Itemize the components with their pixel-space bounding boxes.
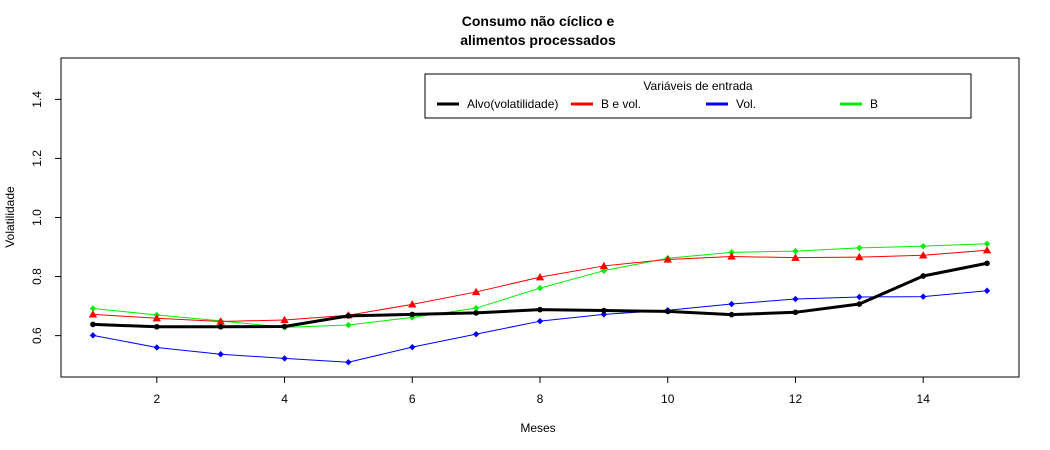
data-point — [920, 242, 927, 250]
data-point — [856, 244, 863, 252]
data-point — [345, 321, 352, 329]
y-axis: 0.6 0.8 1.0 1.2 1.4 — [30, 91, 61, 344]
data-point — [727, 252, 736, 260]
data-point — [152, 314, 161, 322]
legend-label: B e vol. — [601, 97, 641, 111]
data-point — [345, 313, 352, 319]
series-0 — [90, 260, 990, 330]
data-point — [792, 247, 799, 255]
x-tick-label: 8 — [537, 392, 544, 406]
legend-label: B — [870, 97, 878, 111]
x-tick-label: 14 — [917, 392, 931, 406]
data-point — [792, 295, 799, 303]
y-tick-label: 0.6 — [30, 327, 44, 344]
chart-title-line1: Consumo não cíclico e — [462, 13, 615, 29]
data-point — [792, 309, 799, 316]
data-point — [728, 311, 735, 318]
legend-title: Variáveis de entrada — [643, 79, 753, 93]
data-point — [473, 310, 479, 316]
data-point — [536, 317, 544, 325]
data-point — [409, 343, 416, 351]
x-tick-label: 10 — [661, 392, 675, 406]
legend-label: Vol. — [736, 97, 756, 111]
y-tick-label: 1.2 — [30, 150, 44, 167]
x-tick-label: 6 — [409, 392, 416, 406]
data-point — [982, 246, 992, 254]
data-point — [791, 253, 800, 261]
data-point — [537, 306, 543, 313]
data-point — [90, 321, 96, 328]
data-point — [535, 272, 545, 281]
x-axis-label: Meses — [520, 421, 555, 435]
data-point — [536, 284, 544, 292]
legend: Variáveis de entrada Alvo(volatilidade) B… — [424, 73, 972, 119]
data-point — [153, 344, 160, 351]
data-point — [281, 355, 288, 362]
data-point — [920, 293, 927, 300]
data-point — [984, 260, 990, 267]
data-point — [920, 273, 926, 279]
data-point — [345, 359, 352, 366]
data-point — [856, 301, 863, 307]
data-point — [855, 252, 864, 261]
data-point — [472, 330, 480, 338]
data-point — [89, 305, 97, 312]
data-point — [408, 300, 417, 308]
data-point — [89, 332, 97, 339]
data-point — [663, 255, 672, 263]
data-point — [154, 323, 160, 330]
data-point — [472, 304, 480, 312]
data-point — [409, 311, 416, 318]
x-tick-label: 2 — [153, 392, 160, 406]
x-tick-label: 4 — [281, 392, 288, 406]
series-3 — [89, 240, 991, 331]
x-axis: 2 4 6 8 10 12 14 — [153, 377, 930, 406]
y-tick-label: 1.0 — [30, 209, 44, 226]
data-point — [601, 307, 607, 314]
data-point — [281, 323, 288, 330]
y-tick-label: 1.4 — [30, 91, 44, 108]
y-axis-label: Volatilidade — [3, 186, 17, 248]
legend-entries: Alvo(volatilidade) B e vol. Vol. B — [437, 97, 878, 111]
legend-label: Alvo(volatilidade) — [467, 97, 558, 111]
data-point — [217, 323, 224, 330]
data-point — [983, 287, 991, 294]
legend-box — [424, 73, 972, 119]
y-tick-label: 0.8 — [30, 268, 44, 285]
series-1 — [88, 246, 992, 325]
data-point — [217, 351, 224, 358]
series-layer — [88, 240, 992, 366]
series-line — [92, 261, 988, 329]
chart-title-line2: alimentos processados — [460, 32, 616, 48]
data-point — [280, 315, 289, 324]
data-point — [728, 300, 735, 308]
data-point — [471, 287, 481, 296]
data-point — [983, 240, 991, 247]
data-point — [599, 261, 609, 270]
data-point — [664, 308, 671, 315]
data-point — [216, 317, 225, 325]
data-point — [919, 251, 928, 259]
series-2 — [89, 287, 991, 366]
data-point — [856, 293, 863, 301]
data-point — [88, 310, 98, 318]
x-tick-label: 12 — [789, 392, 803, 406]
